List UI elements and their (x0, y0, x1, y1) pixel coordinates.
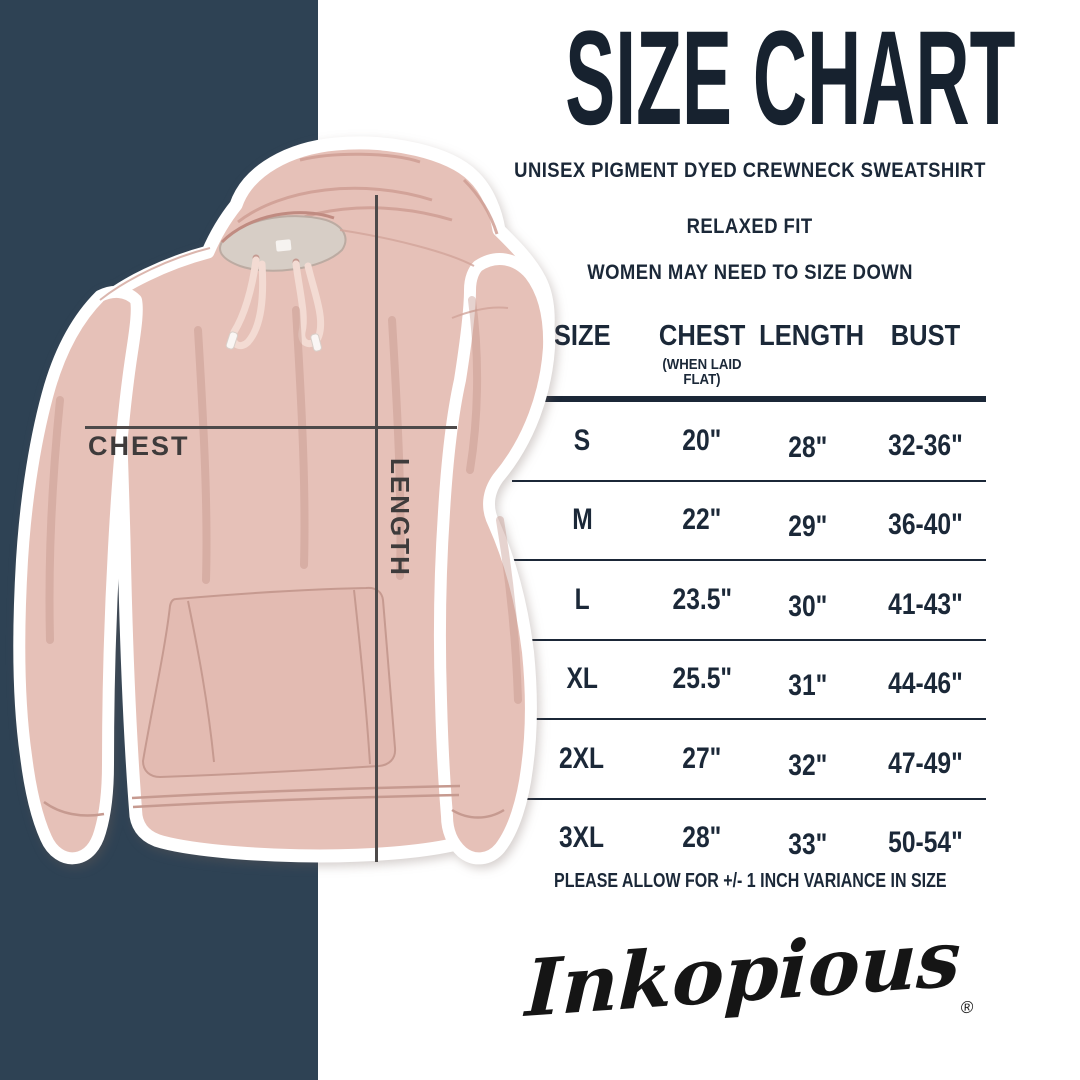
variance-note: PLEASE ALLOW FOR +/- 1 INCH VARIANCE IN … (553, 870, 947, 892)
page-title: SIZE CHART (565, 4, 1016, 153)
table-row: L 23.5" 30" 41-43" (512, 561, 986, 641)
cell-length: 32" (788, 748, 828, 782)
cell-chest: 22" (682, 503, 722, 537)
column-header-size: SIZE (553, 320, 611, 352)
cell-chest: 25.5" (672, 662, 732, 696)
table-row: 2XL 27" 32" 47-49" (512, 720, 986, 800)
cell-bust: 41-43" (887, 587, 963, 621)
column-header-chest: CHEST (WHEN LAID FLAT) (652, 322, 752, 396)
length-measure-label: LENGTH (385, 458, 415, 577)
table-row: XL 25.5" 31" 44-46" (512, 641, 986, 720)
cell-bust: 50-54" (887, 826, 963, 860)
chest-subnote: (WHEN LAID FLAT) (662, 356, 742, 388)
info-column: SIZE CHART UNISEX PIGMENT DYED CREWNECK … (420, 0, 1080, 1080)
cell-size: S (573, 423, 591, 457)
cell-size: 3XL (559, 821, 605, 855)
size-table: SIZE CHEST (WHEN LAID FLAT) LENGTH BUST … (512, 322, 986, 877)
cell-length: 29" (788, 510, 828, 544)
length-measure-line (375, 195, 378, 862)
cell-size: M (571, 503, 593, 537)
brand-logo: Inkopious® (419, 905, 1080, 1057)
table-header-row: SIZE CHEST (WHEN LAID FLAT) LENGTH BUST (512, 322, 986, 402)
cell-chest: 27" (682, 741, 722, 775)
subtitle-sizing-tip: WOMEN MAY NEED TO SIZE DOWN (587, 261, 913, 284)
column-header-bust: BUST (890, 320, 960, 352)
cell-length: 33" (788, 828, 828, 862)
cell-bust: 44-46" (887, 667, 963, 701)
subtitle-fit: RELAXED FIT (686, 215, 813, 238)
subtitle-garment: UNISEX PIGMENT DYED CREWNECK SWEATSHIRT (514, 159, 986, 182)
cell-bust: 36-40" (887, 508, 963, 542)
cell-bust: 32-36" (887, 428, 963, 462)
navy-side-band (0, 0, 318, 1080)
column-header-length: LENGTH (759, 320, 865, 352)
table-row: S 20" 28" 32-36" (512, 402, 986, 482)
cell-chest: 28" (682, 821, 722, 855)
brand-name: Inkopious (523, 913, 963, 1035)
cell-size: 2XL (559, 741, 605, 775)
cell-size: L (574, 582, 590, 616)
size-rows: S 20" 28" 32-36" M 22" 29" 36-40" L 23.5" 30" 41-43… (512, 402, 986, 877)
registered-trademark: ® (960, 997, 974, 1018)
cell-chest: 23.5" (672, 582, 732, 616)
table-row: M 22" 29" 36-40" (512, 482, 986, 561)
cell-chest: 20" (682, 423, 722, 457)
cell-length: 31" (788, 669, 828, 703)
cell-size: XL (566, 662, 598, 696)
cell-bust: 47-49" (887, 746, 963, 780)
cell-length: 28" (788, 430, 828, 464)
table-row: 3XL 28" 33" 50-54" (512, 800, 986, 878)
cell-length: 30" (788, 589, 828, 623)
